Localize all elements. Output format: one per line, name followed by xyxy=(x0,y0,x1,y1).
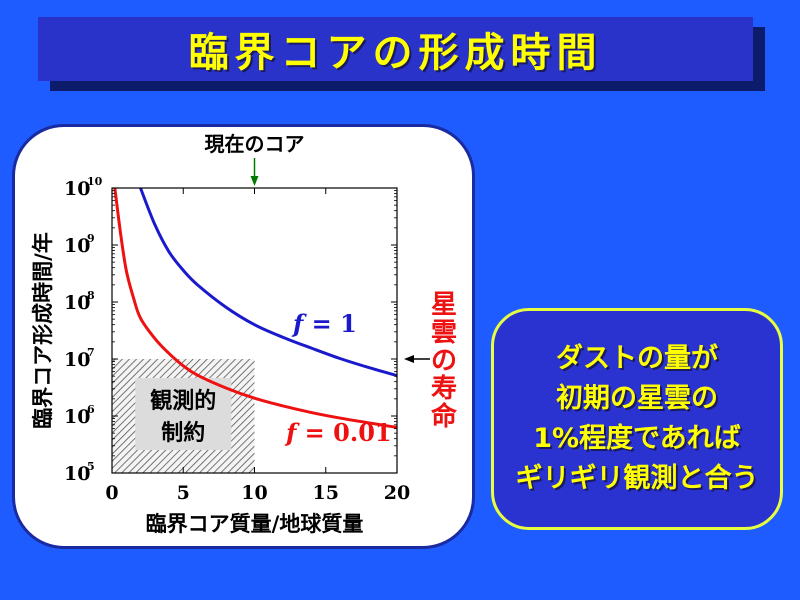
nebula-lifetime-char: 寿 xyxy=(431,374,457,404)
x-tick-label: 5 xyxy=(177,482,190,504)
x-tick-label: 20 xyxy=(384,482,410,504)
y-tick-exponent: 9 xyxy=(87,232,95,245)
y-tick-label: 10 xyxy=(64,235,90,257)
y-tick-exponent: 10 xyxy=(87,175,103,188)
y-tick-label: 10 xyxy=(64,463,90,485)
x-tick-label: 15 xyxy=(313,482,339,504)
constraint-label-line1: 観測的 xyxy=(150,388,216,414)
y-tick-exponent: 6 xyxy=(87,403,95,416)
y-tick-exponent: 7 xyxy=(87,346,95,359)
nebula-lifetime-char: 星 xyxy=(431,290,457,320)
title-bar: 臨界コアの形成時間 xyxy=(38,17,753,81)
nebula-lifetime-arrowhead xyxy=(404,355,414,363)
x-tick-label: 10 xyxy=(241,482,267,504)
nebula-lifetime-char: の xyxy=(431,346,457,376)
nebula-lifetime-char: 雲 xyxy=(431,318,457,348)
y-axis-title: 臨界コア形成時間/年 xyxy=(31,232,55,429)
y-tick-label: 10 xyxy=(64,178,90,200)
current-core-annotation: 現在のコア xyxy=(205,132,305,156)
series-layer xyxy=(113,187,398,429)
series-line-1 xyxy=(113,187,398,429)
series-label-f1: f = 1 xyxy=(291,309,357,338)
callout-text: ダストの量が 初期の星雲の 1%程度であれば ギリギリ観測と合う xyxy=(515,343,759,494)
current-core-arrowhead xyxy=(250,176,259,186)
y-tick-label: 10 xyxy=(64,292,90,314)
y-tick-label: 10 xyxy=(64,349,90,371)
series-line-0 xyxy=(139,187,398,378)
y-tick-exponent: 5 xyxy=(87,460,95,473)
constraint-label-background xyxy=(135,378,232,450)
y-tick-exponent: 8 xyxy=(87,289,95,302)
slide-title: 臨界コアの形成時間 xyxy=(188,30,603,76)
x-tick-label: 0 xyxy=(105,482,118,504)
constraint-label-line2: 制約 xyxy=(161,420,205,446)
x-axis-title: 臨界コア質量/地球質量 xyxy=(146,512,364,536)
nebula-lifetime-char: 命 xyxy=(431,401,458,432)
chart-panel xyxy=(12,124,475,549)
callout-box: ダストの量が 初期の星雲の 1%程度であれば ギリギリ観測と合う xyxy=(491,308,783,530)
y-tick-label: 10 xyxy=(64,406,90,428)
series-label-f001: f = 0.01 xyxy=(284,418,392,447)
